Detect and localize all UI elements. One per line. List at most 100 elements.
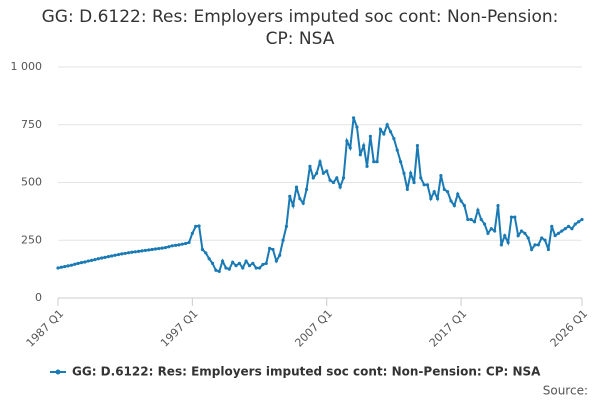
point [530, 247, 534, 252]
point [207, 257, 211, 261]
y-tick-label: 750 [21, 118, 42, 131]
point [113, 253, 117, 257]
point [153, 247, 158, 251]
point [126, 251, 131, 255]
point [372, 160, 376, 164]
point [187, 240, 191, 245]
point [288, 194, 292, 198]
point [476, 208, 480, 212]
point [59, 265, 63, 269]
point [399, 160, 403, 164]
point [110, 254, 114, 258]
point [446, 190, 450, 194]
point [570, 227, 574, 231]
point [325, 169, 329, 173]
point [298, 197, 302, 201]
point [419, 176, 423, 180]
point [496, 204, 500, 208]
point [338, 185, 342, 189]
point [563, 227, 567, 231]
point [365, 164, 369, 168]
point [69, 263, 74, 267]
legend-label: GG: D.6122: Res: Employers imputed soc c… [72, 365, 541, 379]
point [311, 176, 315, 180]
point [472, 220, 477, 224]
x-tick-label: 2017 Q1 [427, 307, 470, 350]
point [519, 229, 524, 233]
point [533, 243, 537, 247]
point [264, 261, 268, 265]
point [227, 267, 231, 271]
point [278, 253, 282, 257]
point [409, 171, 413, 175]
point [546, 247, 551, 252]
chart-title: GG: D.6122: Res: Employers imputed soc c… [41, 7, 559, 49]
point [93, 258, 97, 262]
point [392, 137, 396, 141]
y-tick-label: 1 000 [11, 60, 43, 73]
point [244, 259, 248, 263]
point [160, 246, 164, 250]
point [506, 240, 510, 245]
point [224, 266, 228, 270]
point [432, 190, 436, 194]
point [526, 236, 530, 240]
point [106, 255, 110, 259]
point [120, 252, 124, 256]
point [157, 246, 161, 251]
point [566, 224, 571, 228]
point [190, 231, 194, 235]
point [378, 127, 383, 131]
point [335, 176, 339, 180]
point [442, 187, 446, 192]
point [247, 264, 252, 268]
point [425, 183, 430, 187]
point [331, 180, 336, 185]
point [231, 260, 235, 264]
point [294, 185, 299, 189]
point [513, 215, 517, 219]
point [147, 248, 151, 252]
point [180, 242, 184, 246]
point [523, 231, 527, 235]
point [368, 134, 372, 138]
point [328, 178, 332, 182]
y-tick-label: 500 [21, 176, 42, 189]
point [100, 256, 104, 260]
point [489, 227, 493, 231]
point [123, 251, 127, 256]
source: Source: [543, 384, 588, 398]
point [143, 248, 147, 253]
point [351, 116, 356, 120]
point [220, 259, 225, 263]
point [194, 224, 198, 228]
series-line [57, 117, 583, 273]
point [540, 236, 544, 240]
point [318, 160, 322, 164]
point [556, 231, 561, 235]
point [204, 251, 208, 255]
point [415, 143, 420, 148]
point [133, 250, 137, 254]
point [402, 171, 406, 175]
point [76, 261, 80, 265]
point [89, 258, 94, 262]
point [177, 243, 181, 247]
point [170, 244, 174, 248]
point [385, 123, 389, 127]
point [173, 243, 178, 247]
point [341, 176, 346, 180]
point [116, 252, 121, 257]
point [237, 261, 241, 265]
point [315, 171, 319, 175]
point [422, 183, 426, 187]
point [345, 139, 349, 143]
x-tick-label: 2026 Q1 [548, 307, 591, 350]
point [257, 266, 262, 270]
point [66, 264, 70, 268]
point [553, 234, 557, 238]
point [429, 197, 433, 201]
point [130, 250, 134, 254]
point [462, 204, 467, 208]
point [96, 257, 100, 261]
